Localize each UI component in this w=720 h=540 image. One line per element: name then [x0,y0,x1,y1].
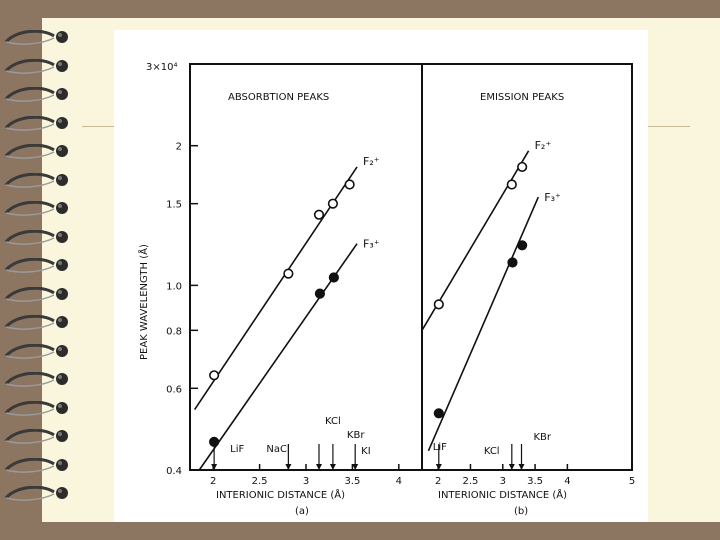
binding-ring [2,86,70,102]
filled-data-point [433,408,444,419]
binding-ring [2,143,70,159]
open-data-point [344,179,355,190]
figure-photo: 3×10⁴ PEAK WAVELENGTH (Å) ABSORBTION PEA… [114,30,648,522]
annotation-arrowhead [329,464,336,470]
crystal-label: LiF [433,442,447,453]
plot-frame-a [189,63,423,471]
binding-ring [2,457,70,473]
annotation-arrowhead [518,464,525,470]
binding-ring [2,172,70,188]
annotation-arrowhead [315,464,322,470]
panel-b-title: EMISSION PEAKS [480,92,564,103]
annotation-arrowhead [211,464,218,470]
crystal-label: LiF [230,444,244,455]
binding-ring [2,371,70,387]
series-label: F₂⁺ [535,139,552,152]
x-tick-label: 2 [435,476,441,487]
panel-label-b: (b) [514,506,528,517]
x-tick-label: 3.5 [527,476,543,487]
binding-ring [2,485,70,501]
crystal-label: NaCl [266,444,289,455]
open-data-point [327,198,339,209]
x-tick-label: 2 [210,476,216,487]
binding-ring [2,428,70,444]
crystal-label: KCl [325,416,341,427]
x-tick-label: 5 [629,476,635,487]
crystal-label: KI [361,446,371,457]
fit-line [427,196,540,452]
crystal-label: KBr [534,432,552,443]
binding-ring [2,286,70,302]
y-tick-label: 1.0 [166,281,182,292]
open-data-point [506,179,517,190]
panel-a-title: ABSORBTION PEAKS [228,92,329,103]
y-axis-label: PEAK WAVELENGTH (Å) [137,244,150,360]
panel-label-a: (a) [295,506,309,517]
binding-ring [2,115,70,131]
chart-figure: 3×10⁴ PEAK WAVELENGTH (Å) ABSORBTION PEA… [137,62,635,517]
open-data-point [313,209,325,220]
filled-data-point [328,272,339,283]
series-label: F₃⁺ [363,238,380,251]
y-tick-label: 2 [176,142,182,153]
x-tick-label: 3.5 [344,476,360,487]
open-data-point [433,299,444,310]
binding-ring [2,58,70,74]
x-tick-label: 3 [303,476,309,487]
series-label: F₃⁺ [544,191,561,204]
binding-ring [2,314,70,330]
binding-ring [2,29,70,45]
series-label: F₂⁺ [363,155,380,168]
y-tick-label: 0.8 [166,326,182,337]
binding-ring [2,400,70,416]
open-data-point [209,370,220,381]
filled-data-point [517,240,528,251]
annotation-arrowhead [285,464,292,470]
binding-ring [2,343,70,359]
annotation-arrowhead [508,464,515,470]
filled-data-point [314,288,326,299]
x-axis-label-b: INTERIONIC DISTANCE (Å) [438,488,567,501]
binding-ring [2,257,70,273]
annotation-arrowhead [435,464,442,470]
x-tick-label: 4 [564,476,570,487]
y-tick-label: 1.5 [166,200,182,211]
x-tick-label: 4 [396,476,402,487]
open-data-point [517,161,528,173]
filled-data-point [507,257,518,268]
open-data-point [283,268,294,279]
x-tick-label: 2.5 [463,476,479,487]
crystal-label: KBr [347,430,365,441]
x-tick-label: 3 [500,476,506,487]
annotation-arrowhead [352,464,359,470]
plot-frame-b [421,63,633,471]
y-top-label: 3×10⁴ [146,62,177,73]
binding-ring [2,229,70,245]
y-tick-label: 0.4 [166,466,182,477]
binding-ring [2,200,70,216]
y-tick-label: 0.6 [166,384,182,395]
x-tick-label: 2.5 [252,476,268,487]
crystal-label: KCl [484,446,500,457]
x-axis-label-a: INTERIONIC DISTANCE (Å) [216,488,345,501]
